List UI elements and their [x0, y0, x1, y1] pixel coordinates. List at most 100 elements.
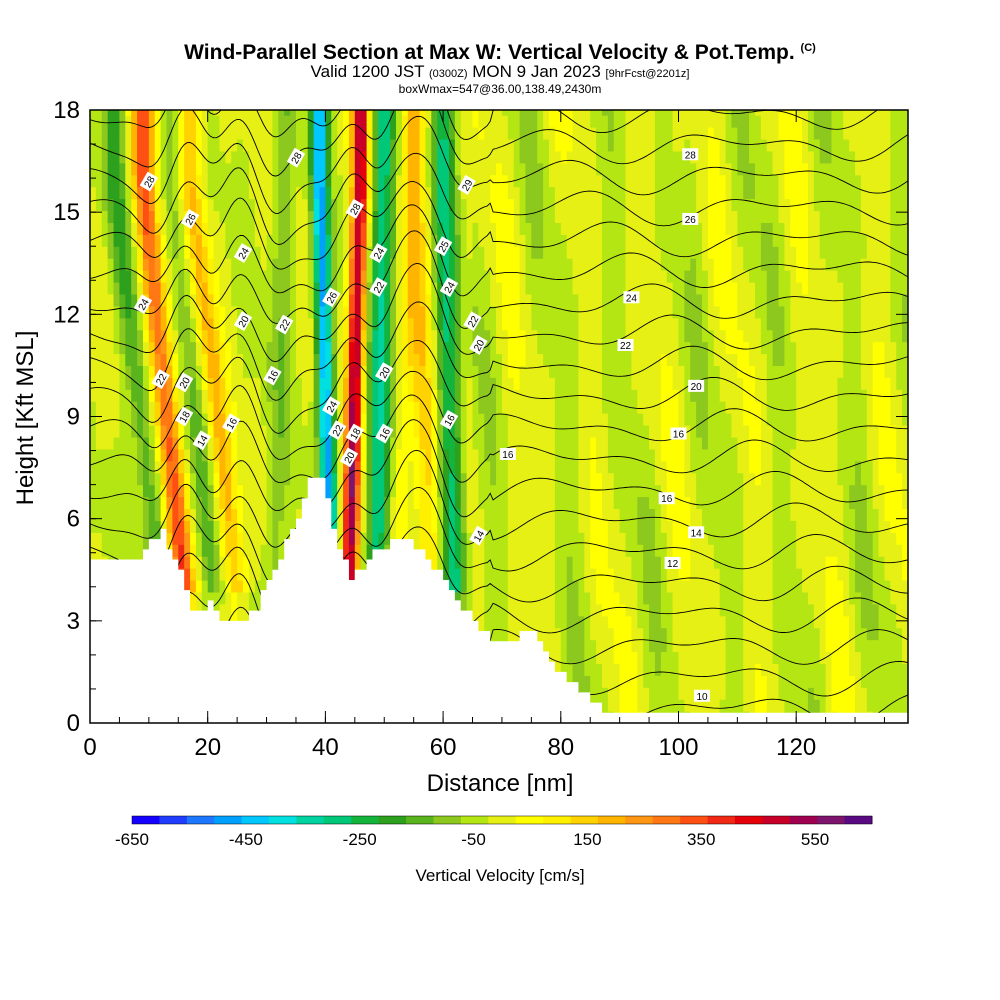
w-cell [337, 365, 344, 378]
w-cell [407, 150, 415, 164]
w-cell [519, 365, 527, 378]
w-cell [625, 210, 633, 223]
w-cell [513, 532, 521, 545]
w-cell [649, 329, 656, 343]
w-cell [531, 603, 538, 617]
w-cell [90, 293, 97, 307]
w-cell [243, 258, 250, 271]
w-cell [295, 425, 303, 438]
w-cell [601, 389, 609, 402]
w-cell [478, 496, 485, 510]
w-cell [231, 568, 238, 581]
w-cell [513, 115, 521, 128]
w-cell [519, 568, 527, 581]
w-cell [101, 353, 109, 367]
w-cell [160, 174, 168, 188]
w-cell [343, 401, 350, 414]
w-cell [649, 234, 656, 247]
w-cell [490, 138, 497, 152]
w-cell [295, 484, 303, 498]
w-cell [619, 603, 627, 617]
w-cell [307, 365, 315, 378]
w-cell [501, 508, 509, 521]
w-cell [496, 115, 503, 128]
w-cell [437, 389, 444, 402]
w-cell [554, 401, 562, 414]
w-cell [596, 162, 603, 176]
w-cell [142, 270, 150, 283]
w-cell [390, 138, 397, 152]
w-cell [484, 293, 491, 307]
w-cell [419, 532, 427, 545]
w-cell [348, 115, 356, 128]
w-cell [243, 174, 250, 188]
w-cell [343, 496, 350, 510]
w-cell [590, 448, 597, 462]
w-cell [301, 115, 309, 128]
w-cell [243, 110, 250, 116]
w-cell [237, 520, 244, 533]
w-cell [543, 401, 550, 414]
w-cell [343, 138, 350, 152]
w-cell [643, 460, 650, 474]
w-cell [460, 556, 468, 569]
w-cell [566, 520, 574, 533]
w-cell [207, 496, 215, 510]
w-cell [219, 568, 226, 581]
w-cell [384, 270, 391, 283]
w-cell [313, 305, 321, 319]
w-cell [613, 258, 621, 271]
w-cell [554, 222, 562, 235]
w-cell [407, 448, 415, 462]
w-cell [278, 401, 285, 414]
w-cell [490, 460, 497, 474]
w-cell [137, 329, 144, 343]
w-cell [260, 258, 268, 271]
w-cell [360, 365, 368, 378]
w-cell [572, 365, 580, 378]
w-cell [372, 377, 379, 390]
w-cell [301, 484, 309, 498]
w-cell [566, 341, 574, 355]
w-cell [243, 556, 250, 569]
w-cell [396, 520, 403, 533]
w-cell [460, 305, 468, 319]
w-cell [613, 305, 621, 319]
w-cell [437, 222, 444, 235]
w-cell [478, 448, 485, 462]
w-cell [195, 532, 203, 545]
w-cell [496, 353, 503, 367]
w-cell [90, 508, 97, 521]
w-cell [313, 425, 321, 438]
w-cell [507, 603, 515, 617]
w-cell [619, 663, 627, 676]
w-cell [501, 544, 509, 557]
w-cell [525, 115, 532, 128]
w-cell [613, 508, 621, 521]
w-cell [472, 353, 480, 367]
w-cell [484, 448, 491, 462]
w-cell [307, 377, 315, 390]
w-cell [142, 258, 150, 271]
w-cell [225, 436, 232, 450]
w-cell [607, 222, 615, 235]
w-cell [566, 639, 574, 653]
w-cell [254, 436, 262, 450]
w-cell [566, 329, 574, 343]
w-cell [201, 186, 209, 200]
w-cell [584, 353, 591, 367]
w-cell [354, 258, 362, 271]
w-cell [266, 317, 274, 331]
w-cell [243, 305, 250, 319]
w-cell [513, 234, 521, 247]
w-cell [572, 413, 580, 426]
w-cell [243, 436, 250, 450]
w-cell [237, 496, 244, 510]
w-cell [484, 234, 491, 247]
w-cell [225, 127, 232, 140]
chart-title: Wind-Parallel Section at Max W: Vertical… [0, 36, 1000, 65]
w-cell [566, 210, 574, 223]
w-cell [195, 281, 203, 295]
w-cell [537, 520, 544, 533]
w-cell [231, 127, 238, 140]
